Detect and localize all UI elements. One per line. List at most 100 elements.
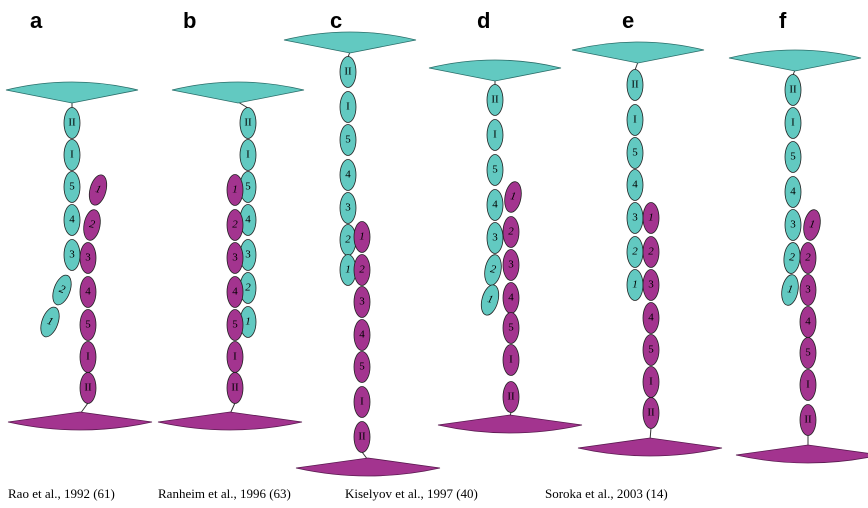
cyan-domain: II — [785, 75, 801, 106]
magenta-domain-label: 2 — [805, 252, 811, 264]
cyan-domain: II — [64, 108, 80, 139]
membrane-bottom — [438, 415, 582, 433]
magenta-domain-label: II — [804, 414, 812, 426]
magenta-domain-label: I — [360, 396, 364, 408]
magenta-domain-label: 1 — [232, 184, 238, 196]
cyan-domain: 1 — [37, 305, 63, 340]
magenta-domain: 1 — [801, 208, 822, 241]
panel-letter: b — [183, 8, 196, 33]
magenta-domain-label: I — [233, 351, 237, 363]
magenta-domain: I — [643, 367, 659, 398]
cyan-domain: 3 — [340, 193, 356, 224]
magenta-domain-label: 3 — [648, 279, 654, 291]
magenta-domain: 2 — [643, 237, 659, 268]
cyan-domain: 3 — [487, 223, 503, 254]
cyan-domain-label: 5 — [69, 181, 75, 193]
cyan-domain: I — [627, 105, 643, 136]
magenta-domain: 3 — [354, 287, 370, 318]
magenta-domain: 5 — [643, 335, 659, 366]
magenta-domain-label: 4 — [805, 316, 811, 328]
magenta-domain-label: 5 — [508, 322, 514, 334]
cyan-domain-label: 5 — [632, 147, 638, 159]
cyan-domain: 1 — [627, 270, 643, 301]
magenta-domain: 4 — [354, 320, 370, 351]
cyan-domain-label: I — [346, 101, 350, 113]
magenta-domain: 1 — [86, 173, 109, 207]
magenta-domain-label: II — [358, 431, 366, 443]
cyan-domain-label: II — [491, 94, 499, 106]
cyan-domain: I — [240, 140, 256, 171]
magenta-domain: 5 — [800, 338, 816, 369]
cyan-domain-label: 4 — [345, 169, 351, 181]
cyan-domain-label: II — [244, 117, 252, 129]
magenta-domain: I — [227, 342, 243, 373]
magenta-domain: 5 — [80, 310, 96, 341]
magenta-domain-label: II — [507, 391, 515, 403]
cyan-domain: 4 — [627, 170, 643, 201]
magenta-domain-label: 2 — [648, 246, 654, 258]
membrane-top — [572, 42, 704, 63]
cyan-domain: 2 — [783, 242, 802, 274]
magenta-domain: 2 — [800, 243, 816, 274]
magenta-domain: 4 — [227, 277, 243, 308]
magenta-domain-label: 2 — [508, 226, 514, 238]
panel-letter: c — [330, 8, 342, 33]
magenta-domain: 1 — [227, 175, 243, 206]
cyan-domain: 2 — [340, 225, 356, 256]
membrane-bottom — [296, 458, 440, 476]
magenta-domain: 4 — [800, 307, 816, 338]
magenta-domain: 1 — [354, 222, 370, 253]
magenta-domain: II — [354, 422, 370, 453]
magenta-domain: 4 — [80, 277, 96, 308]
cyan-domain-label: 4 — [69, 214, 75, 226]
cyan-domain: 3 — [627, 203, 643, 234]
membrane-top — [6, 82, 138, 103]
cyan-domain: 3 — [785, 210, 801, 241]
cyan-domain-label: 3 — [492, 232, 498, 244]
cyan-domain-label: 5 — [245, 181, 251, 193]
cyan-domain: 2 — [482, 253, 503, 286]
membrane-top — [284, 32, 416, 53]
magenta-domain: 3 — [800, 275, 816, 306]
membrane-bottom — [158, 412, 302, 430]
magenta-domain: 3 — [643, 270, 659, 301]
cyan-domain-label: II — [344, 66, 352, 78]
magenta-domain: 5 — [354, 352, 370, 383]
magenta-domain: 3 — [227, 243, 243, 274]
magenta-domain: 5 — [227, 310, 243, 341]
magenta-domain-label: 2 — [232, 219, 238, 231]
cyan-domain: II — [487, 85, 503, 116]
magenta-domain-label: 3 — [359, 296, 365, 308]
cyan-domain: 5 — [785, 142, 801, 173]
magenta-domain-label: 4 — [232, 286, 238, 298]
panel-letter: e — [622, 8, 634, 33]
cyan-domain-label: 4 — [632, 179, 638, 191]
cyan-domain-label: 4 — [492, 199, 498, 211]
cyan-domain: 5 — [340, 125, 356, 156]
magenta-domain-label: 4 — [648, 312, 654, 324]
magenta-domain-label: II — [231, 382, 239, 394]
cyan-domain-label: 4 — [245, 214, 251, 226]
magenta-domain-label: 2 — [359, 264, 365, 276]
panel-letter: f — [779, 8, 787, 33]
magenta-domain-label: 1 — [359, 231, 365, 243]
cyan-domain-label: II — [789, 84, 797, 96]
magenta-domain-label: I — [649, 376, 653, 388]
magenta-domain-label: 5 — [232, 319, 238, 331]
cyan-domain-label: 3 — [632, 212, 638, 224]
cyan-domain-label: 3 — [790, 219, 796, 231]
caption: Rao et al., 1992 (61) — [8, 486, 115, 501]
cyan-domain-label: 5 — [790, 151, 796, 163]
cyan-domain-label: 5 — [345, 134, 351, 146]
caption: Kiselyov et al., 1997 (40) — [345, 486, 478, 501]
magenta-domain-label: 3 — [85, 252, 91, 264]
magenta-domain: II — [227, 373, 243, 404]
cyan-domain-label: 5 — [492, 164, 498, 176]
cyan-domain: II — [240, 108, 256, 139]
magenta-domain: 5 — [503, 313, 519, 344]
cyan-domain: 1 — [779, 273, 800, 306]
cyan-domain: 5 — [487, 155, 503, 186]
cyan-domain: 5 — [627, 138, 643, 169]
membrane-top — [429, 60, 561, 81]
cyan-domain-label: II — [631, 79, 639, 91]
